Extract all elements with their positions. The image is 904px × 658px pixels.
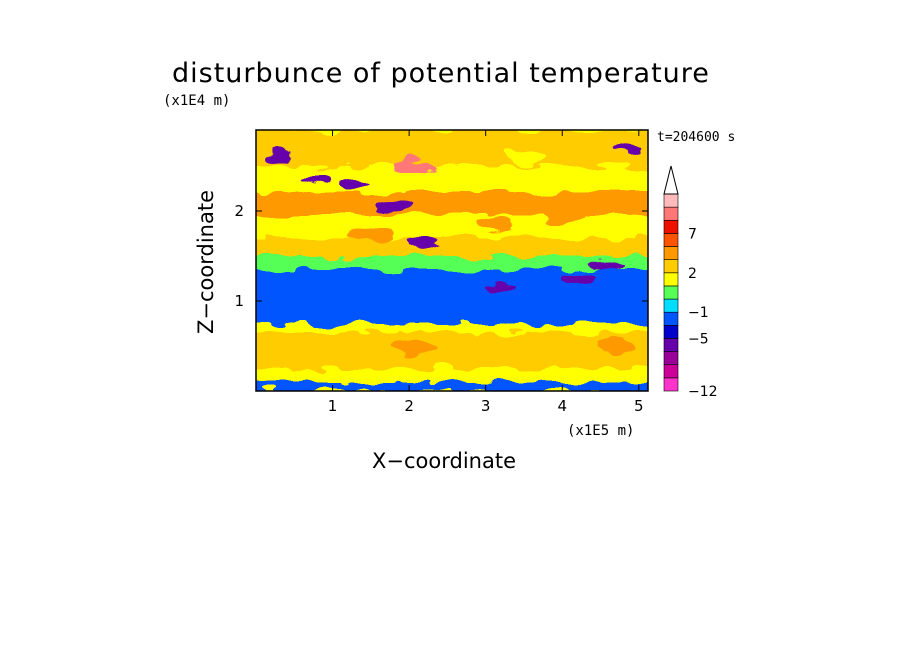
field-band-3 — [256, 332, 648, 351]
field-band-4 — [256, 323, 648, 333]
colorbar-extend-arrow — [663, 165, 679, 195]
colorbar-label-3: −5 — [688, 331, 709, 347]
field-feature-2 — [301, 174, 334, 185]
field-band-8 — [256, 215, 648, 238]
colorbar-label-1: 2 — [688, 266, 697, 282]
axis-ticks: 1 2 3 4 5 1 2 — [234, 130, 648, 415]
colorbar-swatch-0 — [663, 377, 679, 392]
x-tick-label-4: 5 — [634, 397, 644, 415]
colorbar-swatch-14 — [663, 193, 679, 208]
field-feature-16 — [507, 150, 548, 164]
field-band-2 — [256, 350, 648, 369]
field-feature-14 — [392, 339, 433, 353]
field-feature-7 — [561, 273, 594, 284]
chart-title: disturbunce of potential temperature — [172, 58, 710, 89]
field-band-9 — [256, 193, 648, 216]
field-feature-9 — [615, 143, 648, 153]
colorbar-swatch-6 — [663, 298, 679, 313]
field-band-1 — [256, 368, 648, 382]
field-feature-4 — [377, 201, 410, 212]
x-tick-label-2: 3 — [481, 397, 491, 415]
y-unit-label: (x1E4 m) — [163, 93, 231, 109]
colorbar-swatch-2 — [663, 351, 679, 366]
field-feature-13 — [542, 208, 583, 223]
y-tick-label-1: 2 — [234, 202, 244, 220]
colorbar-label-0: 7 — [688, 226, 697, 242]
time-label: t=204600 s — [657, 130, 736, 145]
field-feature-3 — [339, 179, 372, 189]
field-band-0 — [256, 382, 648, 391]
field-feature-1 — [262, 152, 295, 162]
field-band-6 — [256, 256, 648, 270]
plot-frame — [255, 129, 649, 392]
colorbar-swatch-13 — [663, 206, 679, 221]
y-tick-label-0: 1 — [234, 292, 244, 310]
colorbar-swatch-10 — [663, 246, 679, 260]
field-feature-11 — [350, 226, 391, 241]
field-feature-0 — [392, 159, 433, 173]
field-band-11 — [256, 130, 648, 166]
x-unit-label: (x1E5 m) — [567, 423, 635, 439]
colorbar-swatch-12 — [663, 219, 679, 234]
field-band-7 — [256, 238, 648, 256]
colorbar-swatch-3 — [663, 338, 679, 352]
colorbar-label-2: −1 — [688, 305, 709, 321]
colorbar-swatch-8 — [663, 272, 679, 287]
colorbar-swatch-11 — [663, 233, 679, 247]
x-tick-label-0: 1 — [328, 397, 338, 415]
colorbar-swatch-1 — [663, 364, 679, 379]
field-band-10 — [256, 166, 648, 193]
colorbar: 7 2 −1 −5 −12 — [663, 165, 718, 400]
field-feature-10 — [256, 195, 284, 209]
colorbar-swatch-9 — [663, 259, 679, 274]
field-feature-12 — [473, 217, 514, 232]
field-feature-5 — [408, 237, 441, 248]
x-tick-label-3: 4 — [557, 397, 567, 415]
x-axis-label: X−coordinate — [372, 449, 516, 473]
colorbar-swatch-7 — [663, 285, 679, 300]
temperature-field — [256, 130, 648, 391]
field-feature-15 — [595, 339, 636, 353]
x-tick-label-1: 2 — [404, 397, 414, 415]
field-band-5 — [256, 269, 648, 324]
y-axis-label: Z−coordinate — [194, 190, 218, 334]
colorbar-swatch-5 — [663, 311, 679, 326]
field-feature-8 — [592, 260, 625, 270]
field-feature-6 — [485, 282, 517, 293]
colorbar-label-4: −12 — [688, 384, 718, 400]
colorbar-swatch-4 — [663, 325, 679, 339]
